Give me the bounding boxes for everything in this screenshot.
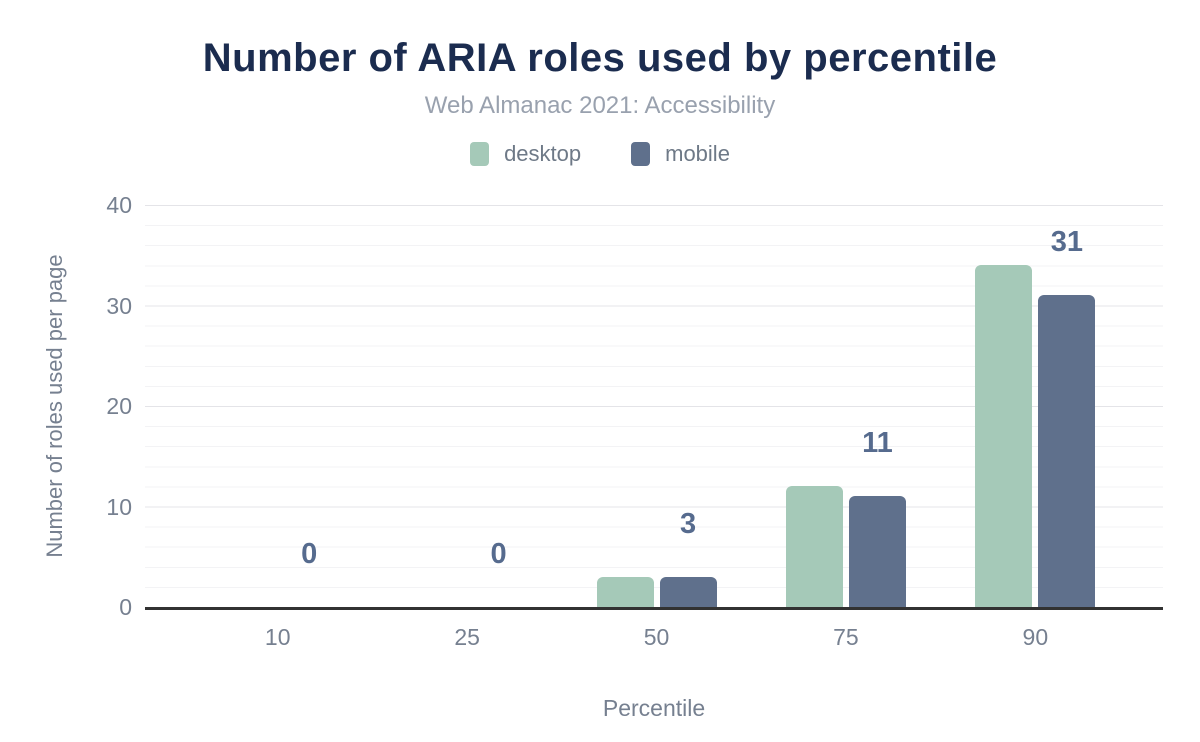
legend-label-mobile: mobile [665, 141, 730, 166]
chart-title: Number of ARIA roles used by percentile [202, 36, 998, 80]
data-label: 11 [862, 427, 893, 460]
legend-swatch-mobile [631, 142, 651, 166]
category-group-50: 3 [562, 205, 751, 607]
y-tick-40: 40 [106, 192, 132, 218]
legend-label-desktop: desktop [504, 141, 582, 166]
y-tick-10: 10 [106, 493, 132, 520]
bar-desktop[interactable] [785, 486, 843, 607]
bar-mobile[interactable] [848, 496, 906, 607]
chart-subtitle: Web Almanac 2021: Accessibility [424, 92, 776, 119]
category-group-90: 31 [941, 205, 1130, 607]
data-label: 31 [1050, 226, 1083, 259]
x-tick-50: 50 [643, 624, 670, 650]
x-axis-title: Percentile [602, 695, 706, 721]
plot-area: 0 0 3 11 31 [145, 205, 1163, 610]
x-axis-ticks: 10 25 50 75 90 [145, 624, 1163, 651]
bar-mobile[interactable] [659, 576, 717, 607]
x-tick-10: 10 [264, 624, 291, 650]
category-group-10: 0 [183, 205, 372, 607]
bar-desktop[interactable] [975, 265, 1033, 607]
category-group-25: 0 [372, 205, 561, 607]
bar-groups: 0 0 3 11 31 [145, 205, 1163, 607]
y-tick-30: 30 [106, 292, 132, 319]
x-tick-75: 75 [833, 624, 859, 650]
x-tick-90: 90 [1022, 624, 1049, 650]
y-tick-0: 0 [119, 594, 132, 620]
legend-item-desktop[interactable]: desktop [470, 141, 581, 167]
bar-desktop[interactable] [596, 576, 654, 607]
bar-mobile[interactable] [1038, 295, 1096, 607]
data-label: 0 [490, 538, 507, 570]
y-tick-20: 20 [106, 393, 132, 419]
legend-swatch-desktop [470, 142, 490, 166]
data-label: 3 [679, 507, 697, 540]
legend-item-mobile[interactable]: mobile [631, 141, 730, 167]
category-group-75: 11 [751, 205, 940, 607]
data-label: 0 [301, 538, 318, 570]
x-tick-25: 25 [454, 624, 480, 650]
legend: desktop mobile [0, 141, 1200, 167]
